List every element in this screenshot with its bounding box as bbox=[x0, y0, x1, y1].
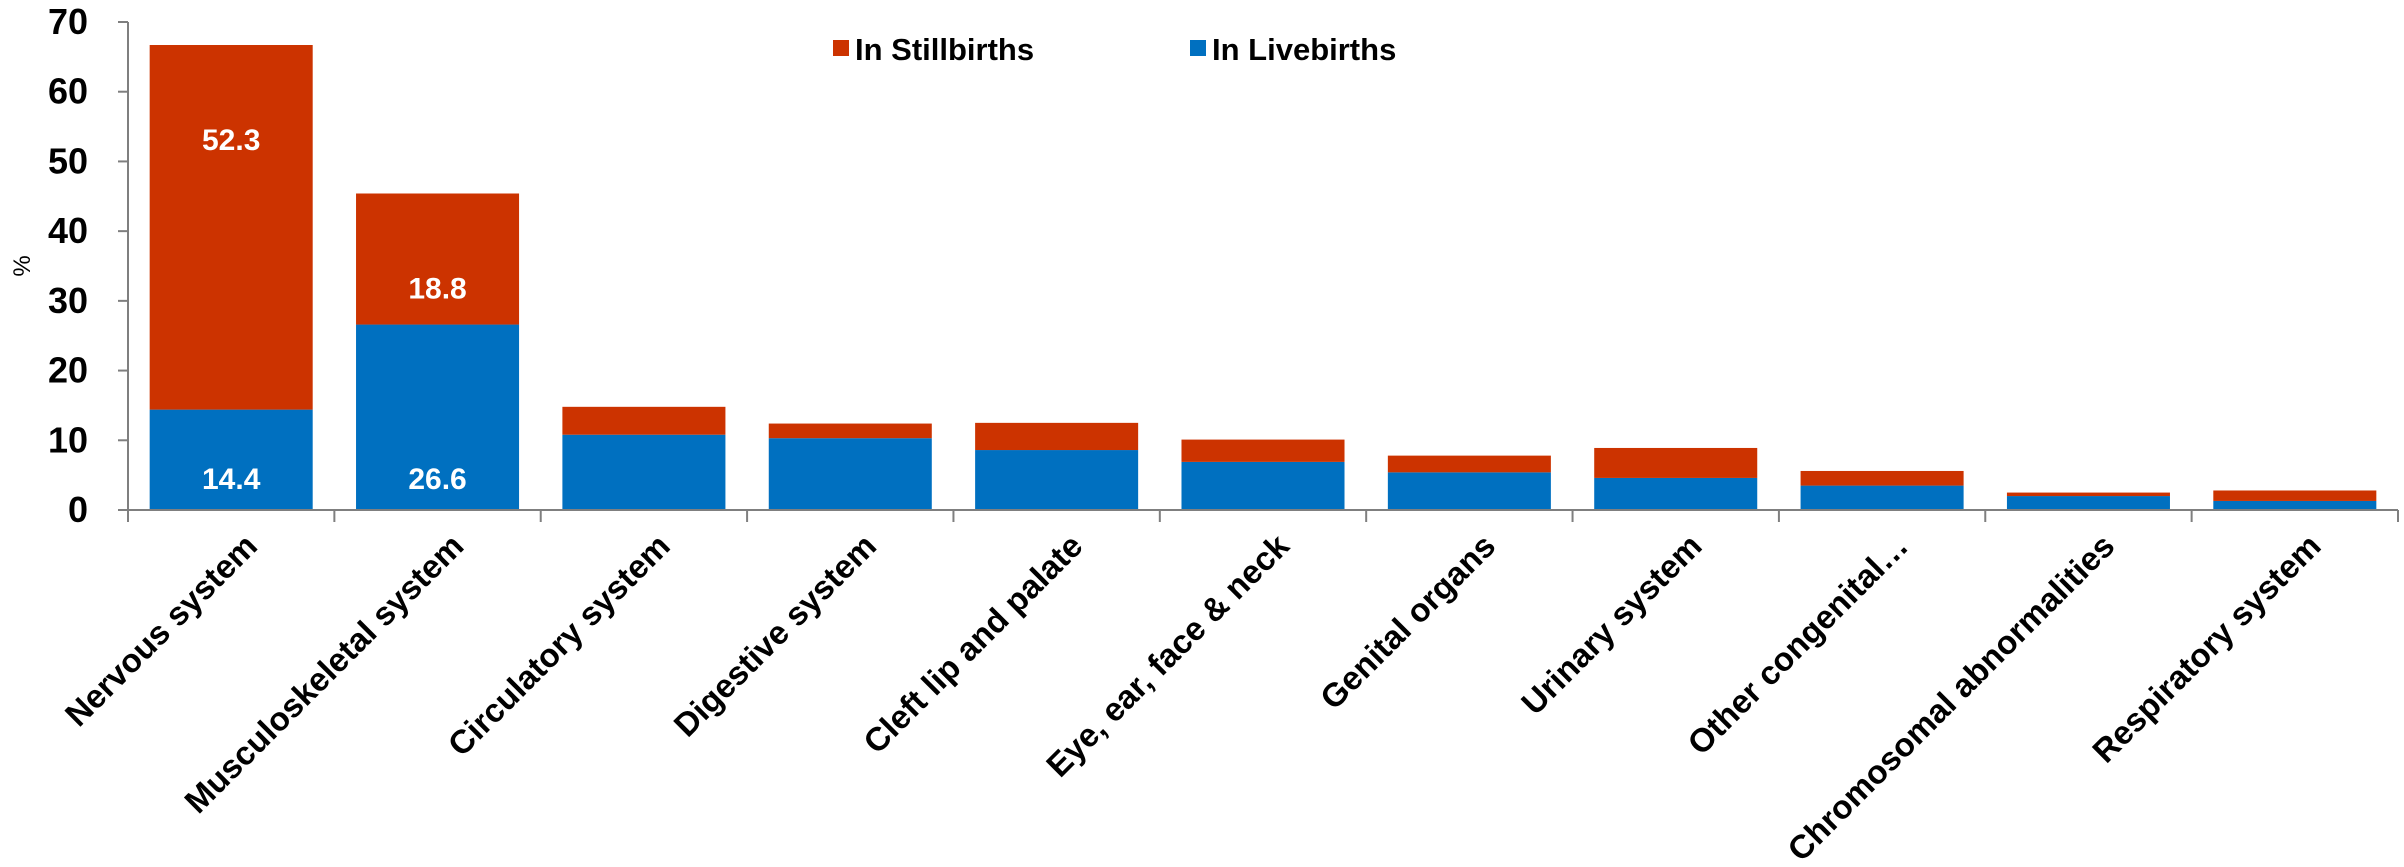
bar-segment bbox=[1594, 447, 1758, 478]
y-tick-label: 60 bbox=[48, 71, 88, 112]
data-label: 52.3 bbox=[202, 124, 260, 157]
x-category-label: Urinary system bbox=[1514, 527, 1709, 722]
y-tick-label: 10 bbox=[48, 419, 88, 460]
y-tick-label: 70 bbox=[48, 1, 88, 42]
bar-segment bbox=[2213, 500, 2377, 510]
bar-segment bbox=[1800, 485, 1964, 510]
y-tick-label: 0 bbox=[68, 489, 88, 530]
bar-segment bbox=[356, 193, 520, 325]
bar-segment bbox=[975, 450, 1139, 510]
x-category-label: Genital organs bbox=[1313, 527, 1503, 717]
bar-segment bbox=[768, 423, 932, 439]
x-category-label: Digestive system bbox=[666, 527, 883, 744]
x-category-label: Other congenital… bbox=[1680, 527, 1915, 762]
bars: 14.4 26.6 52.3 18.8 bbox=[149, 45, 2377, 510]
y-tick-label: 30 bbox=[48, 280, 88, 321]
bar-segment bbox=[2213, 490, 2377, 501]
bar-segment bbox=[562, 406, 726, 435]
data-label: 14.4 bbox=[202, 463, 261, 496]
bar-segment bbox=[149, 45, 313, 410]
y-axis-title: % bbox=[9, 255, 36, 276]
bar-segment bbox=[768, 438, 932, 510]
x-category-label: Chromosomal abnormalities bbox=[1780, 527, 2121, 867]
y-axis: 0 10 20 30 40 50 60 70% bbox=[9, 1, 129, 530]
bar-segment bbox=[1181, 461, 1345, 510]
data-label: 18.8 bbox=[408, 272, 466, 305]
y-tick-label: 40 bbox=[48, 210, 88, 251]
bar-segment bbox=[2006, 492, 2170, 497]
legend-label: In Livebirths bbox=[1212, 32, 1396, 67]
x-category-label: Respiratory system bbox=[2085, 527, 2328, 770]
bar-segment bbox=[1387, 455, 1551, 473]
data-label: 26.6 bbox=[408, 463, 466, 496]
bar-segment bbox=[1594, 477, 1758, 510]
legend-swatch bbox=[1190, 40, 1206, 56]
y-tick-label: 20 bbox=[48, 350, 88, 391]
bar-segment bbox=[562, 434, 726, 510]
bar-segment bbox=[149, 409, 313, 510]
bar-segment bbox=[2006, 496, 2170, 510]
bar-segment bbox=[975, 422, 1139, 451]
legend: In Stillbirths In Livebirths bbox=[833, 32, 1396, 67]
legend-label: In Stillbirths bbox=[855, 32, 1034, 67]
x-category-label: Circulatory system bbox=[441, 527, 677, 763]
x-category-label: Nervous system bbox=[58, 527, 264, 733]
y-tick-label: 50 bbox=[48, 140, 88, 181]
bar-segment bbox=[1800, 470, 1964, 486]
bar-segment bbox=[1181, 439, 1345, 462]
legend-swatch bbox=[833, 40, 849, 56]
bar-segment bbox=[1387, 472, 1551, 510]
x-category-label: Cleft lip and palate bbox=[856, 527, 1090, 761]
bar-segment bbox=[356, 324, 520, 510]
